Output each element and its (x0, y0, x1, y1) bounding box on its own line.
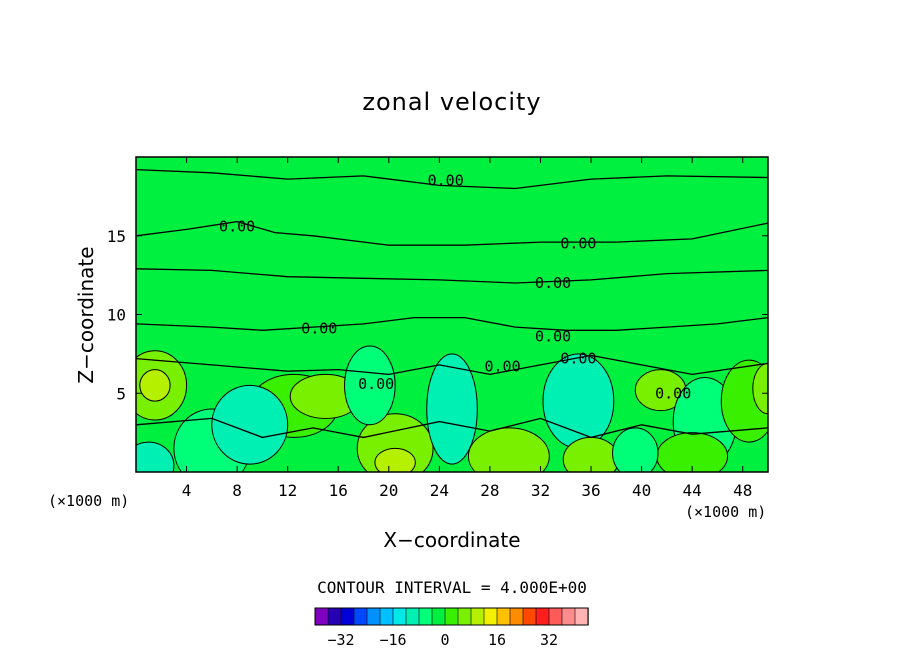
colorbar-swatch (561, 607, 576, 626)
colorbar-tick-label: −16 (379, 631, 406, 649)
x-tick-label: 12 (278, 481, 297, 500)
contour-interval-label: CONTOUR INTERVAL = 4.000E+00 (317, 578, 587, 597)
colorbar-swatch (353, 607, 368, 626)
y-tick-label: 10 (107, 306, 126, 325)
x-axis-unit-right: (×1000 m) (685, 503, 767, 521)
colorbar-frame (314, 607, 589, 626)
y-tick-label: 5 (116, 384, 126, 403)
colorbar-swatch (366, 607, 381, 626)
x-tick-label: 8 (232, 481, 242, 500)
field-feature (426, 353, 478, 465)
colorbar-swatch (379, 607, 394, 626)
field-feature (374, 447, 416, 472)
colorbar-swatch (444, 607, 459, 626)
contour-label: 0.00 (655, 384, 691, 402)
colorbar-swatch (509, 607, 524, 626)
zero-contour-line (136, 168, 768, 190)
field-feature (612, 427, 659, 472)
field-feature (136, 441, 175, 472)
colorbar-swatch (392, 607, 407, 626)
contour-label: 0.00 (535, 274, 571, 292)
contour-label: 0.00 (560, 350, 596, 368)
contour-label: 0.00 (535, 328, 571, 346)
x-tick-label: 28 (480, 481, 499, 500)
contour-label: 0.00 (219, 217, 255, 235)
field-feature (656, 432, 729, 472)
field-feature (467, 427, 550, 472)
colorbar-swatch (522, 607, 537, 626)
y-axis-label: Z−coordinate (74, 246, 98, 384)
x-tick-label: 24 (430, 481, 449, 500)
colorbar-tick-label: −32 (327, 631, 354, 649)
colorbar-tick-label: 0 (440, 631, 449, 649)
colorbar-swatch (457, 607, 472, 626)
zero-contour-line (136, 316, 768, 331)
field-feature (562, 436, 620, 472)
contour-label: 0.00 (428, 172, 464, 190)
zero-contour-line (136, 417, 768, 439)
contour-label: 0.00 (358, 375, 394, 393)
colorbar-swatch (548, 607, 563, 626)
colorbar-swatch (314, 607, 329, 626)
field-feature (344, 345, 396, 426)
y-tick-label: 15 (107, 227, 126, 246)
colorbar-swatch (470, 607, 485, 626)
contour-label: 0.00 (560, 235, 596, 253)
colorbar-swatch (496, 607, 511, 626)
contour-label: 0.00 (484, 357, 520, 375)
zero-contour-line (136, 354, 768, 376)
chart-title: zonal velocity (362, 88, 542, 116)
zero-contour-line (136, 268, 768, 284)
colorbar-swatch (431, 607, 446, 626)
colorbar-swatch (418, 607, 433, 626)
x-tick-label: 48 (733, 481, 752, 500)
x-tick-label: 36 (581, 481, 600, 500)
field-feature (139, 369, 171, 402)
colorbar-tick-label: 32 (540, 631, 558, 649)
colorbar-swatch (340, 607, 355, 626)
contour-label: 0.00 (301, 320, 337, 338)
x-tick-label: 32 (531, 481, 550, 500)
colorbar-swatch (405, 607, 420, 626)
x-axis-unit-left: (×1000 m) (48, 492, 130, 510)
field-feature (211, 384, 289, 465)
colorbar-tick-label: 16 (488, 631, 506, 649)
colorbar-swatch (574, 607, 589, 626)
colorbar-swatch (535, 607, 550, 626)
colorbar-swatch (327, 607, 342, 626)
x-tick-label: 44 (683, 481, 702, 500)
x-tick-label: 40 (632, 481, 651, 500)
x-tick-label: 16 (329, 481, 348, 500)
x-axis-label: X−coordinate (383, 528, 521, 552)
x-tick-label: 20 (379, 481, 398, 500)
zero-contour-line (136, 220, 768, 246)
x-tick-label: 4 (182, 481, 192, 500)
colorbar-swatch (483, 607, 498, 626)
